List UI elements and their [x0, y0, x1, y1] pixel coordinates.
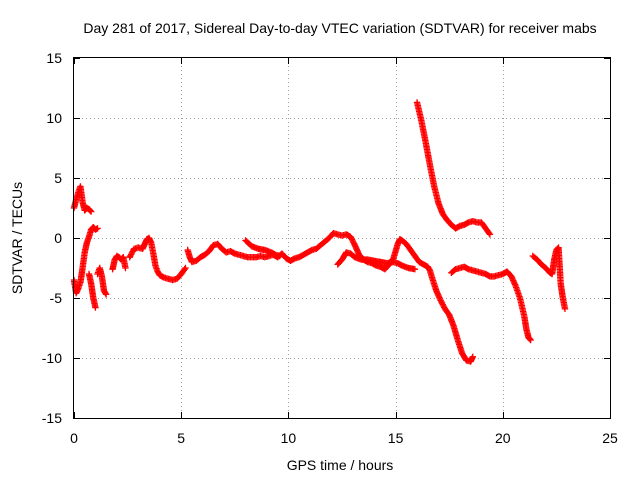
x-tick-labels: 0 5 10 15 20 25	[70, 430, 618, 446]
data-point	[128, 249, 136, 257]
data-point	[102, 291, 110, 298]
y-tick-labels: -15 -10 -5 0 5 10 15	[42, 50, 62, 426]
y-tick-label: 5	[54, 170, 62, 186]
y-tick-label: 0	[54, 230, 62, 246]
data-point	[349, 237, 356, 245]
data-point	[126, 254, 133, 261]
data-point	[439, 301, 446, 308]
data-point	[438, 300, 446, 307]
data-point	[182, 264, 189, 272]
data-point	[438, 298, 445, 305]
data-point	[181, 266, 188, 273]
data-point	[527, 336, 534, 344]
x-tick-label: 20	[495, 430, 511, 446]
series-trace-g	[184, 230, 476, 365]
series-trace-k	[448, 263, 534, 344]
data-point	[350, 239, 357, 246]
x-tick-label: 25	[602, 430, 618, 446]
data-point	[469, 353, 476, 360]
y-tick-label: 15	[46, 50, 62, 66]
data-point	[92, 304, 99, 311]
x-tick-label: 0	[70, 430, 78, 446]
data-point	[127, 251, 135, 258]
data-point	[102, 290, 109, 297]
series-trace-h	[242, 237, 284, 260]
data-point	[87, 207, 94, 214]
series-trace-j	[413, 99, 494, 238]
x-tick-label: 5	[177, 430, 185, 446]
y-tick-label: -15	[42, 410, 62, 426]
series-trace-e	[109, 252, 129, 273]
series-trace-i	[334, 249, 419, 273]
data-point	[411, 266, 419, 273]
y-tick-label: -5	[50, 290, 63, 306]
data-point	[526, 336, 534, 343]
data-point	[94, 225, 101, 232]
x-axis-label: GPS time / hours	[287, 457, 394, 473]
y-tick-label: -10	[42, 350, 62, 366]
y-axis-label: SDTVAR / TECUs	[9, 182, 25, 294]
data-point	[276, 252, 284, 260]
series-trace-b	[70, 224, 101, 297]
x-tick-label: 15	[388, 430, 404, 446]
plot-frame	[73, 57, 611, 419]
data-point	[122, 264, 129, 272]
chart-title: Day 281 of 2017, Sidereal Day-to-day VTE…	[83, 20, 596, 36]
data-point	[348, 235, 355, 242]
data-point	[87, 208, 95, 215]
data-point	[440, 302, 447, 310]
data-point	[127, 252, 134, 259]
x-tick-label: 10	[281, 430, 297, 446]
series-trace-l	[529, 244, 569, 312]
series-trace-d	[94, 264, 110, 298]
series-trace-c	[85, 270, 99, 311]
data-points	[70, 99, 569, 365]
data-point	[485, 230, 493, 237]
series-trace-f	[126, 234, 189, 284]
data-point	[561, 305, 569, 312]
data-point	[348, 236, 356, 243]
y-tick-label: 10	[46, 110, 62, 126]
data-point	[437, 297, 444, 304]
data-point	[129, 248, 136, 255]
series-trace-a	[70, 183, 95, 215]
data-point	[486, 231, 494, 238]
data-point	[347, 233, 354, 240]
